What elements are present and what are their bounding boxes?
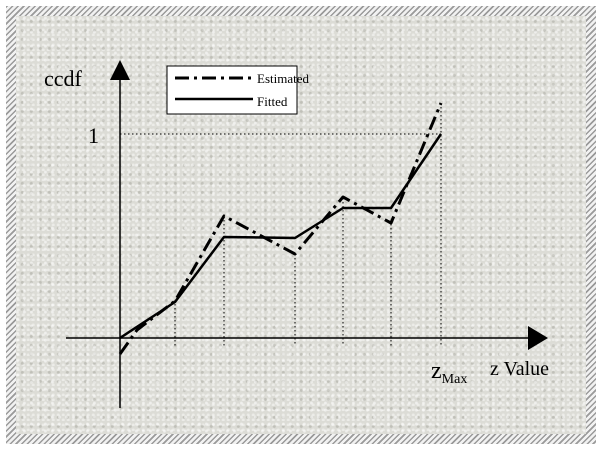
legend-estimated-label: Estimated: [257, 71, 309, 86]
diagram-background: [16, 16, 586, 434]
estimated-curve: [118, 102, 443, 355]
guide-lines: [120, 103, 442, 346]
legend-box: [166, 65, 298, 115]
x-max-label: zMax: [431, 358, 467, 387]
diagram-frame: [6, 6, 596, 444]
fitted-curve: [119, 133, 443, 340]
x-max-label-sub: Max: [442, 372, 468, 387]
legend-fitted-label: Fitted: [257, 94, 288, 109]
x-max-label-main: z: [431, 358, 442, 384]
y-axis-arrowhead: [110, 60, 130, 80]
legend: Estimated Fitted: [166, 65, 309, 115]
x-axis-arrowhead: [528, 326, 548, 350]
x-axis-label: z Value: [490, 358, 549, 380]
y-tick-label-1: 1: [88, 123, 99, 148]
y-axis-label: ccdf: [44, 66, 83, 91]
